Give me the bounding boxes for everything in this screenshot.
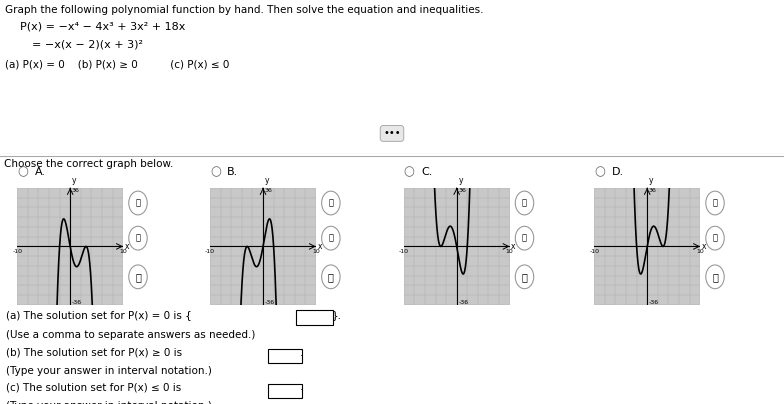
Text: •••: ••• <box>383 128 401 139</box>
Circle shape <box>321 191 340 215</box>
Text: -36: -36 <box>265 300 274 305</box>
Text: -10: -10 <box>205 249 215 254</box>
Text: P(x) = −x⁴ − 4x³ + 3x² + 18x: P(x) = −x⁴ − 4x³ + 3x² + 18x <box>20 21 185 31</box>
Text: x: x <box>125 242 129 251</box>
Text: = −x(x − 2)(x + 3)²: = −x(x − 2)(x + 3)² <box>32 39 143 49</box>
Text: ⤢: ⤢ <box>328 272 334 282</box>
Text: y: y <box>72 177 76 185</box>
Text: x: x <box>318 242 322 251</box>
Text: 🔍: 🔍 <box>136 234 140 243</box>
Text: x: x <box>702 242 706 251</box>
Text: -36: -36 <box>72 300 82 305</box>
Text: y: y <box>265 177 269 185</box>
Text: 🔍: 🔍 <box>713 198 717 208</box>
Text: C.: C. <box>421 167 433 177</box>
Text: x: x <box>511 242 516 251</box>
Text: 🔍: 🔍 <box>328 234 333 243</box>
Circle shape <box>515 191 534 215</box>
Text: }.: }. <box>332 310 341 320</box>
Text: ○: ○ <box>210 165 221 178</box>
Circle shape <box>706 226 724 250</box>
Text: ○: ○ <box>594 165 605 178</box>
Text: (b) The solution set for P(x) ≥ 0 is: (b) The solution set for P(x) ≥ 0 is <box>5 347 182 358</box>
Text: 10: 10 <box>119 249 127 254</box>
Circle shape <box>321 265 340 289</box>
Text: B.: B. <box>227 167 238 177</box>
Text: (Type your answer in interval notation.): (Type your answer in interval notation.) <box>5 401 212 404</box>
Circle shape <box>129 226 147 250</box>
Text: 🔍: 🔍 <box>522 198 527 208</box>
Circle shape <box>706 265 724 289</box>
Text: ⤢: ⤢ <box>135 272 141 282</box>
Text: y: y <box>649 177 653 185</box>
Text: (Use a comma to separate answers as needed.): (Use a comma to separate answers as need… <box>5 330 255 340</box>
Text: -36: -36 <box>649 300 659 305</box>
Circle shape <box>129 191 147 215</box>
Text: 36: 36 <box>72 188 80 193</box>
Text: A.: A. <box>34 167 45 177</box>
Circle shape <box>321 226 340 250</box>
Text: y: y <box>459 177 463 185</box>
Text: Graph the following polynomial function by hand. Then solve the equation and ine: Graph the following polynomial function … <box>5 5 484 15</box>
Text: 36: 36 <box>265 188 273 193</box>
Circle shape <box>515 226 534 250</box>
Text: (Type your answer in interval notation.): (Type your answer in interval notation.) <box>5 366 212 377</box>
Circle shape <box>515 265 534 289</box>
Text: .: . <box>300 347 303 358</box>
Text: ⤢: ⤢ <box>521 272 528 282</box>
Text: ⤢: ⤢ <box>712 272 718 282</box>
Text: 10: 10 <box>312 249 320 254</box>
Text: 36: 36 <box>649 188 657 193</box>
Circle shape <box>706 191 724 215</box>
FancyBboxPatch shape <box>296 310 333 325</box>
Text: ○: ○ <box>17 165 28 178</box>
Text: (a) P(x) = 0    (b) P(x) ≥ 0          (c) P(x) ≤ 0: (a) P(x) = 0 (b) P(x) ≥ 0 (c) P(x) ≤ 0 <box>5 59 230 69</box>
Text: Choose the correct graph below.: Choose the correct graph below. <box>4 159 173 169</box>
Text: (a) The solution set for P(x) = 0 is {: (a) The solution set for P(x) = 0 is { <box>5 310 191 320</box>
Text: 36: 36 <box>459 188 466 193</box>
Text: -10: -10 <box>590 249 599 254</box>
Text: 🔍: 🔍 <box>328 198 333 208</box>
Text: 🔍: 🔍 <box>522 234 527 243</box>
Text: (c) The solution set for P(x) ≤ 0 is: (c) The solution set for P(x) ≤ 0 is <box>5 382 181 392</box>
Text: -10: -10 <box>13 249 22 254</box>
Text: D.: D. <box>612 167 623 177</box>
Text: 10: 10 <box>696 249 704 254</box>
Text: 🔍: 🔍 <box>713 234 717 243</box>
Text: .: . <box>300 382 303 392</box>
Text: ○: ○ <box>404 165 415 178</box>
FancyBboxPatch shape <box>268 384 302 398</box>
Text: 10: 10 <box>506 249 514 254</box>
Circle shape <box>129 265 147 289</box>
Text: -36: -36 <box>459 300 468 305</box>
Text: -10: -10 <box>399 249 408 254</box>
FancyBboxPatch shape <box>268 349 302 363</box>
Text: 🔍: 🔍 <box>136 198 140 208</box>
